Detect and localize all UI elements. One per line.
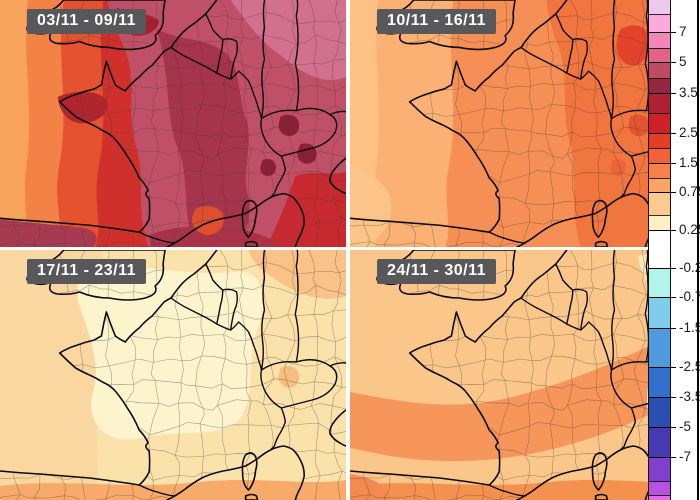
colorbar-tick-mark	[648, 162, 676, 164]
colorbar-tick-mark	[648, 327, 676, 329]
coastlines	[0, 250, 346, 500]
colorbar-segment	[649, 62, 670, 78]
colorbar-segment	[649, 481, 670, 495]
anomaly-band-e-red-patch	[616, 25, 648, 66]
country-borders	[138, 250, 346, 497]
colorbar-tick-label: -5	[679, 419, 692, 434]
country-borders	[138, 0, 346, 244]
colorbar-tick-mark	[648, 396, 676, 398]
colorbar-tick-mark	[648, 31, 676, 33]
date-range-label-week3: 17/11 - 23/11	[27, 259, 147, 284]
anomaly-band-bl-corner	[350, 165, 392, 245]
anomaly-band-gol-patch	[191, 206, 224, 236]
anomaly-band-italy-patch	[266, 171, 346, 247]
colorbar-tick-mark	[648, 426, 676, 428]
colorbar-segment	[649, 0, 670, 14]
colorbar-tick-label: 0.25	[679, 222, 700, 237]
colorbar-segment	[649, 32, 670, 48]
anomaly-map-p3	[0, 250, 346, 500]
colorbar-tick-label: -0.75	[679, 289, 700, 304]
colorbar-segment	[649, 148, 670, 163]
anomaly-band-se-pale	[647, 387, 648, 412]
colorbar-tick-label: 7	[679, 24, 687, 39]
colorbar-tick-mark	[648, 267, 676, 269]
colorbar-tick-mark	[648, 132, 676, 134]
date-range-label-week2: 10/11 - 16/11	[377, 9, 497, 34]
colorbar-segment	[649, 397, 670, 427]
colorbar-segment	[649, 178, 670, 192]
colorbar-tick-label: -0.25	[679, 260, 700, 275]
map-panel-week1: 03/11 - 09/11	[0, 0, 346, 247]
colorbar-segment	[649, 457, 670, 481]
colorbar-segment	[649, 328, 670, 367]
anomaly-band-center-pale	[77, 266, 264, 440]
colorbar-tick-mark	[648, 191, 676, 193]
colorbar-segment	[649, 133, 670, 148]
colorbar-tick-label: 1.5	[679, 155, 698, 170]
date-range-label-week1: 03/11 - 09/11	[27, 9, 147, 34]
anomaly-map-p4	[350, 250, 648, 500]
colorbar-tick-label: -7	[679, 449, 692, 464]
country-borders	[488, 250, 648, 497]
anomaly-band-alps-c	[610, 159, 627, 176]
colorbar-tick-mark	[648, 366, 676, 368]
colorbar-segment	[649, 192, 670, 215]
colorbar-tick-mark	[648, 456, 676, 458]
colorbar-tick-label: 2.5	[679, 125, 698, 140]
colorbar-segment	[649, 78, 670, 93]
anomaly-band-brittany-patch	[57, 91, 108, 124]
anomaly-band-ne-corner	[230, 0, 346, 80]
colorbar-tick-mark	[648, 61, 676, 63]
map-panel-week4: 24/11 - 30/11	[350, 250, 648, 500]
anomaly-map-p1	[0, 0, 346, 247]
colorbar-scale	[648, 0, 671, 500]
colorbar-tick-label: 5	[679, 54, 687, 69]
colorbar-tick-label: 0.75	[679, 184, 700, 199]
colorbar-tick-mark	[648, 92, 676, 94]
anomaly-map-p2	[350, 0, 648, 247]
map-panel-week3: 17/11 - 23/11	[0, 250, 346, 500]
anomaly-band-south-band	[0, 480, 346, 500]
anomaly-band-spain-patch	[0, 219, 97, 247]
date-range-label-week4: 24/11 - 30/11	[377, 259, 497, 284]
colorbar-segment	[649, 427, 670, 457]
anomaly-band-bl-deep	[350, 474, 390, 500]
colorbar-segment	[649, 367, 670, 397]
anomaly-band-alps-a	[628, 114, 648, 137]
right-frame-line	[697, 0, 699, 500]
colorbar-segment	[649, 230, 670, 268]
colorbar-segment	[649, 14, 670, 32]
colorbar-segment	[649, 93, 670, 113]
colorbar-tick-label: 3.5	[679, 85, 698, 100]
anomaly-band-alps-c	[260, 159, 277, 176]
colorbar-tick-mark	[648, 296, 676, 298]
colorbar-segment	[649, 297, 670, 328]
anomaly-colorbar: 7 5 3.5 2.5 1.5 0.75 0.25 -0.25 -0.75 -1.5 -2.5 -3.…	[648, 0, 700, 500]
colorbar-tick-mark	[648, 229, 676, 231]
colorbar-segment	[649, 495, 670, 500]
colorbar-segment	[649, 163, 670, 178]
colorbar-tick-label: -3.5	[679, 389, 700, 404]
colorbar-tick-label: -2.5	[679, 359, 700, 374]
colorbar-segment	[649, 215, 670, 230]
anomaly-band-west-deep	[0, 250, 104, 500]
colorbar-segment	[649, 268, 670, 297]
anomaly-band-ne-pale	[638, 254, 648, 284]
colorbar-segment	[649, 48, 670, 62]
country-borders	[488, 0, 648, 244]
anomaly-band-diag-band	[350, 347, 648, 462]
anomaly-band-west-outer	[0, 0, 30, 247]
colorbar-tick-label: -1.5	[679, 320, 700, 335]
colorbar-segment	[649, 113, 670, 133]
map-panel-week2: 10/11 - 16/11	[350, 0, 648, 247]
